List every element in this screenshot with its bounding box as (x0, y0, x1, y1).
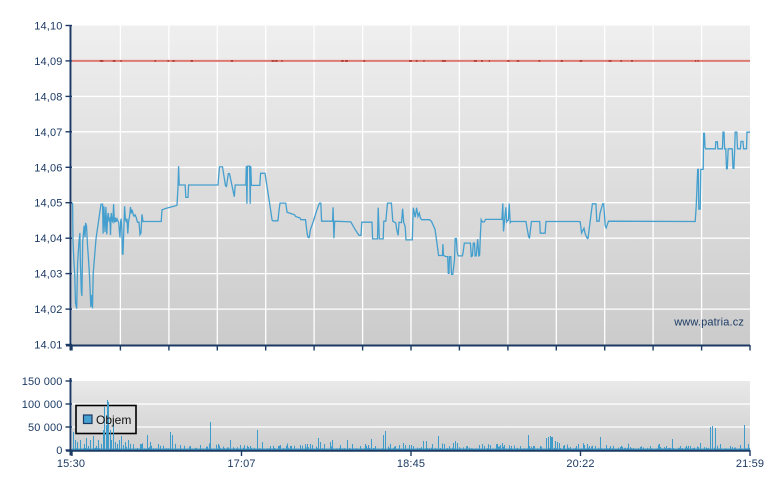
svg-text:0: 0 (56, 445, 62, 457)
svg-text:17:07: 17:07 (227, 458, 255, 470)
svg-text:15:30: 15:30 (57, 458, 85, 470)
svg-text:21:59: 21:59 (736, 458, 764, 470)
svg-text:14,03: 14,03 (34, 269, 62, 281)
svg-text:18:45: 18:45 (397, 458, 425, 470)
svg-text:14,07: 14,07 (34, 127, 62, 139)
svg-text:50 000: 50 000 (28, 422, 63, 434)
svg-text:14,10: 14,10 (34, 21, 62, 33)
svg-text:100 000: 100 000 (22, 399, 63, 411)
svg-text:14,05: 14,05 (34, 198, 62, 210)
svg-text:14.01: 14.01 (34, 340, 62, 352)
svg-text:14,04: 14,04 (34, 233, 62, 245)
svg-text:14,08: 14,08 (34, 91, 62, 103)
svg-text:14,06: 14,06 (34, 162, 62, 174)
svg-text:150 000: 150 000 (22, 376, 63, 388)
svg-text:20:22: 20:22 (566, 458, 594, 470)
svg-text:14,02: 14,02 (34, 304, 62, 316)
svg-text:14,09: 14,09 (34, 56, 62, 68)
svg-text:Objem: Objem (96, 413, 131, 427)
svg-text:www.patria.cz: www.patria.cz (673, 317, 744, 329)
